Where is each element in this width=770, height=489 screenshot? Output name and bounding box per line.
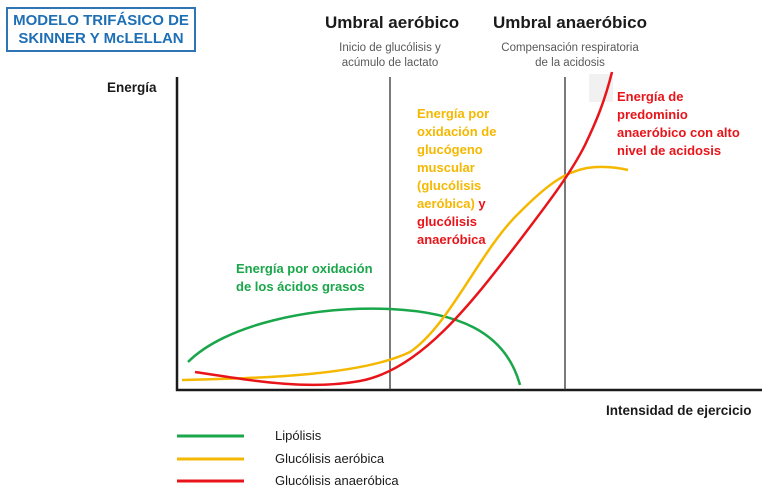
anaerobic-line-3: anaeróbico con alto bbox=[617, 125, 740, 140]
title-line-1: MODELO TRIFÁSICO DE bbox=[13, 11, 189, 29]
anaerobic-line-4: nivel de acidosis bbox=[617, 143, 722, 158]
glycogen-annotation: Energía por oxidación de glucógeno muscu… bbox=[417, 105, 496, 249]
glycogen-line-4: muscular bbox=[417, 160, 475, 175]
anaerobic-annotation: Energía de predominio anaeróbico con alt… bbox=[617, 88, 740, 160]
glycogen-line-5: (glucólisis bbox=[417, 178, 482, 193]
aerobic-glycolysis-curve bbox=[181, 165, 629, 382]
anaerobic-threshold-sub2: de la acidosis bbox=[535, 57, 605, 69]
aerobic-threshold-sub2: acúmulo de lactato bbox=[341, 57, 439, 69]
title-line-2: SKINNER Y McLELLAN bbox=[18, 29, 184, 47]
anaerobic-line-1: Energía de bbox=[617, 89, 684, 104]
anaerobic-threshold-title: Umbral anaeróbico bbox=[493, 13, 647, 32]
glycogen-line-1: Energía por bbox=[417, 106, 490, 121]
anaerobic-glycolysis-curve bbox=[194, 71, 614, 387]
glycogen-line-3: glucógeno bbox=[417, 142, 483, 157]
lipolysis-curve bbox=[187, 307, 522, 386]
x-axis-label: Intensidad de ejercicio bbox=[606, 403, 752, 418]
glycogen-line-6: aeróbica) bbox=[417, 196, 475, 211]
fat-oxidation-annotation: Energía por oxidación de los ácidos gras… bbox=[236, 260, 373, 296]
legend-label-anaerobic: Glucólisis anaeróbica bbox=[275, 473, 399, 488]
aerobic-threshold-title: Umbral aeróbico bbox=[325, 13, 460, 32]
fat-annotation-line-1: Energía por oxidación bbox=[236, 261, 373, 276]
legend-label-aerobic: Glucólisis aeróbica bbox=[275, 451, 385, 466]
glycogen-line-2: oxidación de bbox=[417, 124, 497, 139]
title-box: MODELO TRIFÁSICO DE SKINNER Y McLELLAN bbox=[6, 7, 196, 52]
legend-label-lipolysis: Lipólisis bbox=[275, 428, 322, 443]
glycogen-y-connector: y bbox=[474, 196, 486, 211]
aerobic-threshold-sub1: Inicio de glucólisis y bbox=[339, 42, 441, 54]
glycogen-line-8: anaeróbica bbox=[417, 232, 486, 247]
glycogen-line-6-wrap: aeróbica) y bbox=[417, 195, 496, 213]
y-axis-label: Energía bbox=[107, 80, 157, 95]
glycogen-line-7: glucólisis bbox=[417, 214, 477, 229]
anaerobic-line-2: predominio bbox=[617, 107, 688, 122]
anaerobic-threshold-sub1: Compensación respiratoria bbox=[501, 42, 639, 54]
fat-annotation-line-2: de los ácidos grasos bbox=[236, 279, 365, 294]
